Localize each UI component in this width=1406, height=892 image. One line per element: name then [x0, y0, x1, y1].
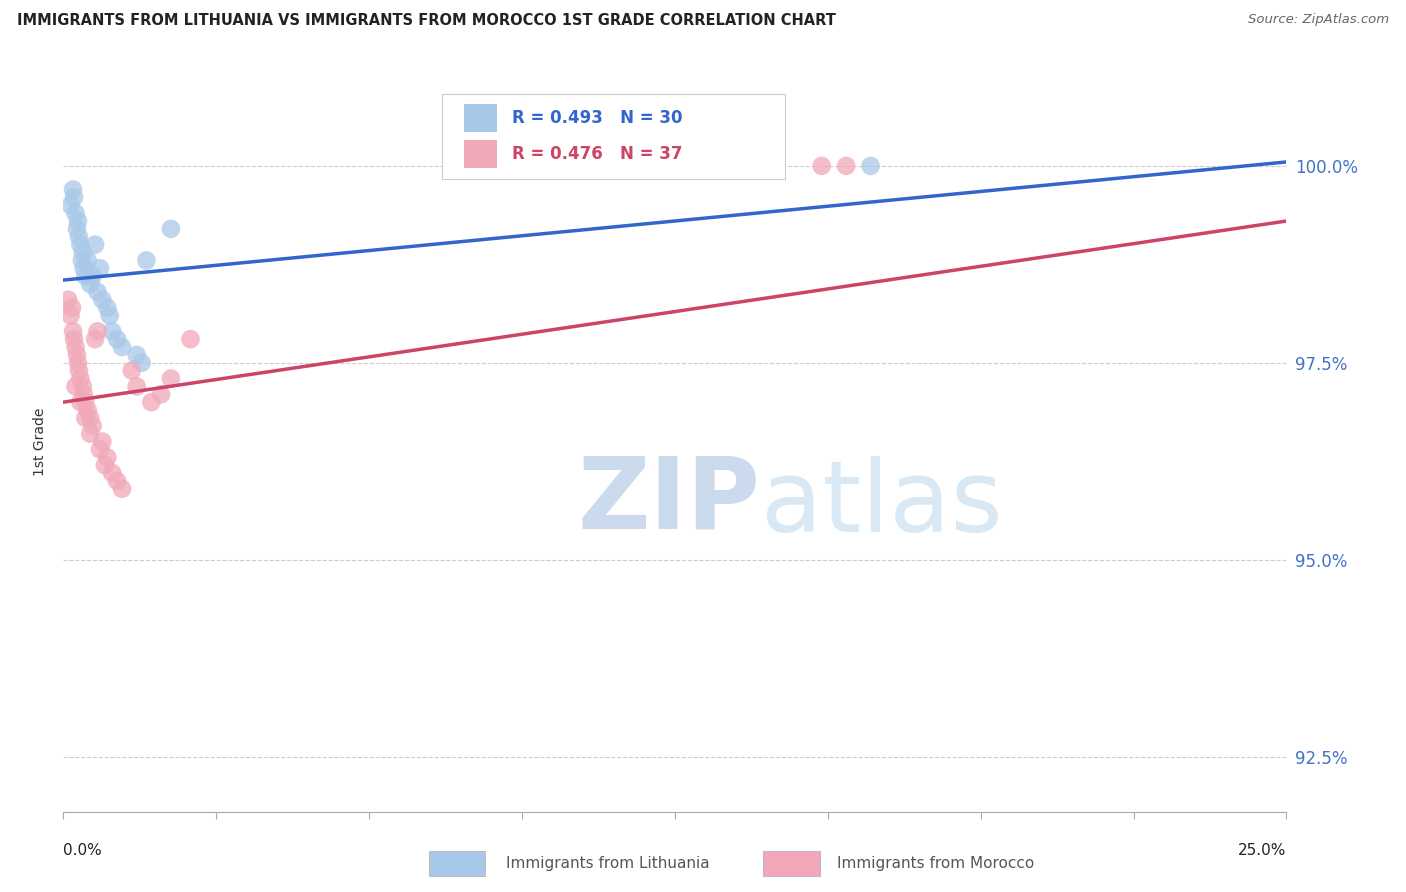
- Point: [91, 434, 114, 449]
- Point: [63, 332, 86, 346]
- Point: [76, 253, 98, 268]
- Point: [59, 309, 82, 323]
- Y-axis label: 1st Grade: 1st Grade: [34, 408, 48, 475]
- Text: 0.0%: 0.0%: [63, 843, 103, 858]
- Bar: [464, 140, 498, 169]
- Point: [859, 159, 882, 173]
- Point: [79, 411, 101, 425]
- Point: [810, 159, 832, 173]
- Text: IMMIGRANTS FROM LITHUANIA VS IMMIGRANTS FROM MOROCCO 1ST GRADE CORRELATION CHART: IMMIGRANTS FROM LITHUANIA VS IMMIGRANTS …: [17, 13, 835, 29]
- Text: atlas: atlas: [761, 456, 1002, 553]
- Point: [96, 450, 118, 465]
- Point: [135, 253, 157, 268]
- Point: [160, 222, 183, 236]
- Bar: [464, 104, 498, 132]
- Point: [111, 340, 134, 354]
- Point: [98, 309, 121, 323]
- Point: [73, 387, 96, 401]
- Point: [67, 229, 90, 244]
- Point: [69, 371, 91, 385]
- Point: [105, 332, 128, 346]
- Point: [125, 348, 148, 362]
- Text: Immigrants from Morocco: Immigrants from Morocco: [837, 856, 1033, 871]
- Text: 25.0%: 25.0%: [1239, 843, 1286, 858]
- Point: [105, 474, 128, 488]
- Point: [79, 426, 101, 441]
- Point: [111, 482, 134, 496]
- Text: Source: ZipAtlas.com: Source: ZipAtlas.com: [1249, 13, 1389, 27]
- Point: [66, 214, 89, 228]
- Point: [121, 364, 143, 378]
- Point: [84, 332, 107, 346]
- Point: [125, 379, 148, 393]
- Text: R = 0.493   N = 30: R = 0.493 N = 30: [512, 109, 682, 127]
- Point: [65, 206, 87, 220]
- Point: [179, 332, 201, 346]
- Point: [141, 395, 163, 409]
- Point: [60, 301, 83, 315]
- Point: [835, 159, 858, 173]
- Point: [86, 285, 108, 299]
- Point: [82, 418, 104, 433]
- Point: [76, 403, 98, 417]
- Point: [94, 458, 117, 472]
- Point: [69, 395, 91, 409]
- Point: [75, 395, 97, 409]
- Point: [84, 237, 107, 252]
- Point: [69, 237, 91, 252]
- Point: [737, 159, 759, 173]
- Point: [86, 324, 108, 338]
- Point: [62, 182, 84, 196]
- Point: [89, 261, 111, 276]
- Point: [65, 340, 87, 354]
- Text: ZIP: ZIP: [576, 452, 759, 549]
- Point: [67, 364, 90, 378]
- Point: [65, 379, 87, 393]
- Point: [79, 277, 101, 291]
- Point: [66, 348, 89, 362]
- Point: [72, 379, 94, 393]
- Point: [66, 356, 89, 370]
- Point: [91, 293, 114, 307]
- Point: [70, 253, 93, 268]
- Point: [72, 245, 94, 260]
- Point: [131, 356, 153, 370]
- FancyBboxPatch shape: [443, 94, 785, 178]
- Point: [75, 269, 97, 284]
- Point: [73, 261, 96, 276]
- Point: [56, 293, 79, 307]
- Point: [160, 371, 183, 385]
- Point: [101, 324, 124, 338]
- Point: [89, 442, 111, 457]
- Point: [101, 466, 124, 480]
- Point: [150, 387, 173, 401]
- Point: [59, 198, 82, 212]
- Text: Immigrants from Lithuania: Immigrants from Lithuania: [506, 856, 710, 871]
- Point: [62, 324, 84, 338]
- Text: R = 0.476   N = 37: R = 0.476 N = 37: [512, 145, 682, 163]
- Point: [66, 222, 89, 236]
- Point: [82, 269, 104, 284]
- Point: [75, 411, 97, 425]
- Point: [96, 301, 118, 315]
- Point: [63, 190, 86, 204]
